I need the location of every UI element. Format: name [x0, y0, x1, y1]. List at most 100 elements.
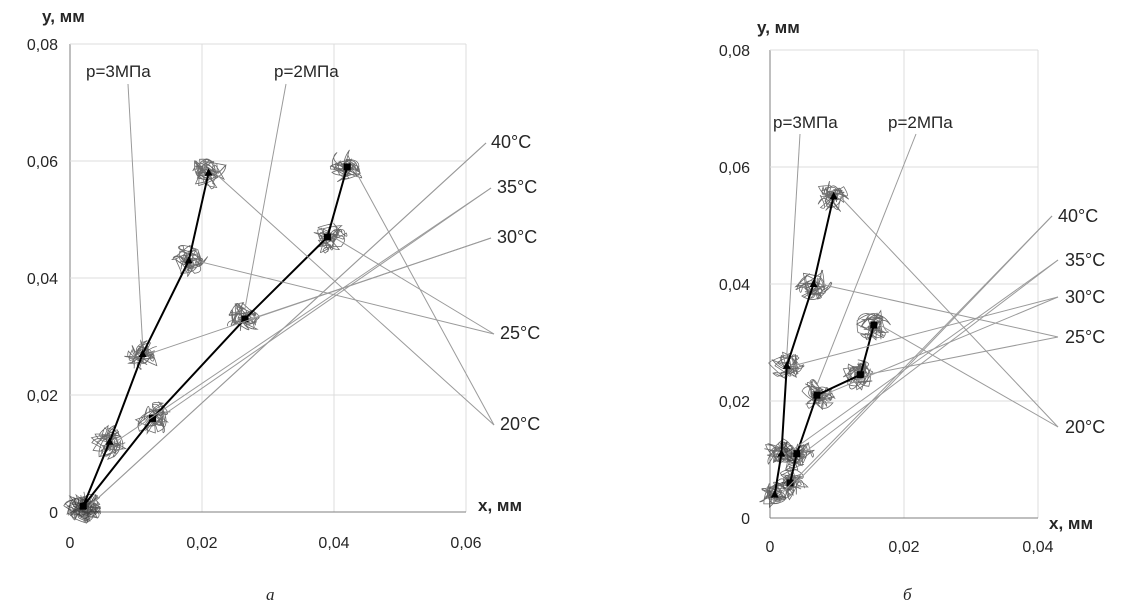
leader-line-temp-0: [88, 142, 487, 507]
scatter-cloud-p3-2: [124, 339, 158, 370]
y-axis-title-a: y, мм: [42, 7, 85, 26]
marker-square-0: [786, 479, 794, 487]
x-tick-label: 0: [66, 535, 75, 552]
y-tick-label: 0,08: [27, 37, 58, 54]
leader-line-temp-4: [214, 172, 495, 426]
temp-label-40-b: 40°C: [1058, 206, 1098, 226]
leader-line-temp-4: [352, 166, 495, 426]
temp-label-30-b: 30°C: [1065, 287, 1105, 307]
series-label-p3-a: p=3МПа: [86, 62, 151, 81]
y-tick-label: 0: [741, 511, 750, 528]
scatter-cloud-p3-2: [768, 351, 805, 380]
temp-label-25-a: 25°C: [500, 323, 540, 343]
leader-line-temp-1: [115, 187, 492, 443]
leader-line-temp-1: [787, 259, 1059, 455]
y-tick-label: 0,02: [27, 388, 58, 405]
leader-line-temp-0: [780, 215, 1053, 495]
x-tick-label: 0,04: [318, 535, 349, 552]
chart-panel-b: 0 0,02 0,04 0,06 0,08 0 0,02 0,04 y, мм x, мм p…: [719, 18, 1105, 604]
leader-line-temp-4: [879, 324, 1059, 428]
temp-label-35-b: 35°C: [1065, 250, 1105, 270]
y-tick-label: 0,06: [719, 160, 750, 177]
x-tick-label: 0,04: [1022, 539, 1053, 556]
chart-panel-a: 0 0,02 0,04 0,06 0,08 0 0,02 0,04 0,06 y, мм x, …: [27, 7, 540, 604]
marker-triangle-4: [829, 191, 838, 200]
x-axis-title-b: x, мм: [1049, 514, 1093, 533]
grid-b: [769, 49, 1039, 519]
scatter-cloud-p2-3: [313, 222, 348, 254]
series-label-p2-a: p=2МПа: [274, 62, 339, 81]
marker-square-1: [793, 450, 801, 458]
leader-lines-b: [780, 133, 1059, 495]
leader-line-series-p3: [786, 133, 801, 356]
markers-b: [770, 191, 878, 498]
temp-label-35-a: 35°C: [497, 177, 537, 197]
tick-labels-a: 0 0,02 0,04 0,06 0,08 0 0,02 0,04 0,06: [27, 37, 482, 552]
temp-label-20-b: 20°C: [1065, 417, 1105, 437]
leader-line-series-p2: [244, 83, 287, 310]
y-tick-label: 0,04: [27, 271, 58, 288]
marker-square-3: [323, 233, 331, 241]
leader-lines-a: [88, 83, 495, 507]
leader-line-temp-2: [792, 296, 1059, 367]
marker-triangle-0: [770, 490, 779, 498]
x-tick-label: 0: [766, 539, 775, 556]
leader-line-temp-2: [250, 237, 492, 320]
x-tick-label: 0,02: [186, 535, 217, 552]
scatter-cloud-p2-0: [776, 465, 809, 501]
leader-line-temp-1: [802, 259, 1059, 455]
x-tick-label: 0,06: [450, 535, 481, 552]
marker-square-4: [343, 163, 351, 171]
temp-label-20-a: 20°C: [500, 414, 540, 434]
marker-triangle-4: [204, 168, 213, 176]
leader-line-temp-1: [158, 187, 492, 419]
trend-line-p2: [82, 166, 349, 507]
marker-square-2: [241, 315, 249, 323]
scatter-cloud-p2-4: [329, 149, 363, 183]
markers-a: [79, 163, 351, 510]
marker-triangle-2: [782, 361, 791, 369]
series-label-p3-b: p=3МПа: [773, 113, 838, 132]
series-label-p2-b: p=2МПа: [888, 113, 953, 132]
scatter-cloud-p2-2: [226, 302, 260, 332]
leader-line-temp-3: [819, 283, 1059, 338]
leader-line-series-p3: [127, 83, 144, 345]
caption-b: б: [903, 585, 912, 604]
temp-label-30-a: 30°C: [497, 227, 537, 247]
scatter-clouds-a: [63, 149, 363, 524]
leader-line-temp-3: [333, 236, 495, 335]
temp-label-40-a: 40°C: [491, 132, 531, 152]
marker-square-1: [149, 414, 156, 422]
y-tick-label: 0,02: [719, 394, 750, 411]
marker-square-2: [813, 391, 821, 399]
marker-triangle-1: [105, 437, 114, 445]
y-tick-label: 0,04: [719, 277, 750, 294]
marker-square-4: [870, 321, 878, 329]
trend-lines-a: [82, 166, 349, 507]
y-axis-title-b: y, мм: [757, 18, 800, 37]
marker-square-0: [79, 502, 87, 510]
x-axis-title-a: x, мм: [478, 496, 522, 515]
leader-line-temp-3: [194, 259, 495, 335]
x-tick-label: 0,02: [888, 539, 919, 556]
marker-triangle-3: [184, 255, 193, 264]
caption-a: а: [266, 585, 275, 604]
marker-square-3: [856, 371, 864, 379]
scatter-cloud-p2-1: [134, 401, 171, 435]
leader-line-series-p2: [816, 133, 917, 386]
y-tick-label: 0: [49, 505, 58, 522]
y-tick-label: 0,08: [719, 43, 750, 60]
marker-triangle-2: [138, 349, 147, 358]
y-tick-label: 0,06: [27, 154, 58, 171]
leader-line-temp-3: [866, 336, 1059, 376]
temp-label-25-b: 25°C: [1065, 327, 1105, 347]
scatter-cloud-p3-3: [171, 244, 209, 277]
marker-triangle-1: [777, 449, 786, 457]
grid-a: [69, 43, 467, 513]
leader-line-temp-2: [822, 296, 1059, 396]
marker-triangle-3: [809, 279, 818, 287]
tick-labels-b: 0 0,02 0,04 0,06 0,08 0 0,02 0,04: [719, 43, 1054, 556]
leader-line-temp-0: [795, 215, 1053, 484]
scatter-cloud-p3-4: [817, 180, 850, 212]
